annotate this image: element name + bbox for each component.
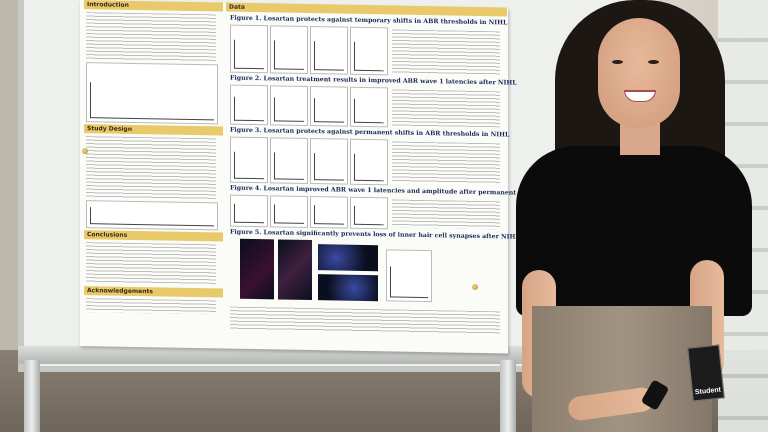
student-badge: Student: [687, 344, 725, 402]
person-face: [598, 18, 680, 128]
fig4-panel-b: [270, 195, 308, 228]
section-introduction: Introduction: [84, 0, 223, 12]
intro-diagram: [86, 62, 218, 125]
fig4-panel-d: [350, 196, 388, 230]
section-study-design: Study Design: [84, 124, 223, 136]
conclusions-text: [86, 242, 216, 285]
intro-text: [86, 12, 216, 63]
fig1-panel-b: [270, 25, 308, 74]
person-eye: [648, 60, 659, 64]
fig1-panel-c: [310, 26, 348, 75]
fig3-panel-d: [350, 138, 388, 186]
fig2-caption: [392, 89, 500, 128]
fig1-panel-a: [230, 24, 268, 74]
badge-label: Student: [694, 386, 722, 397]
micrograph-b: [278, 239, 312, 301]
section-conclusions: Conclusions: [84, 230, 223, 242]
push-pin: [472, 284, 478, 290]
acknowledgements-text: [86, 298, 216, 315]
fig3-panel-b: [270, 137, 308, 184]
micrograph-d: [318, 274, 378, 302]
fig4-caption: [392, 199, 500, 230]
section-acknowledgements: Acknowledgements: [84, 286, 223, 298]
fig3-panel-a: [230, 136, 268, 184]
fig1-caption: [392, 29, 500, 76]
fig4-panel-a: [230, 194, 268, 228]
person-eye: [612, 60, 623, 64]
micrograph-a: [240, 238, 274, 300]
fig5-caption: [230, 306, 500, 336]
fig2-panel-b: [270, 85, 308, 126]
fig5-synapse-plot: [386, 249, 432, 303]
push-pin: [82, 148, 88, 154]
fig3-caption: [392, 141, 500, 184]
timeline-diagram: [86, 200, 218, 231]
fig2-panel-c: [310, 86, 348, 127]
fig4-panel-c: [310, 196, 348, 229]
fig3-panel-c: [310, 138, 348, 185]
study-design-text: [86, 136, 216, 201]
fig1-panel-d: [350, 26, 388, 76]
stand-leg-left: [24, 360, 40, 432]
micrograph-c: [318, 244, 378, 272]
fig2-panel-a: [230, 84, 268, 126]
stand-leg-right: [500, 360, 516, 432]
research-poster: Introduction Study Design Conclusions Ac…: [80, 0, 538, 354]
fig2-panel-d: [350, 86, 388, 128]
